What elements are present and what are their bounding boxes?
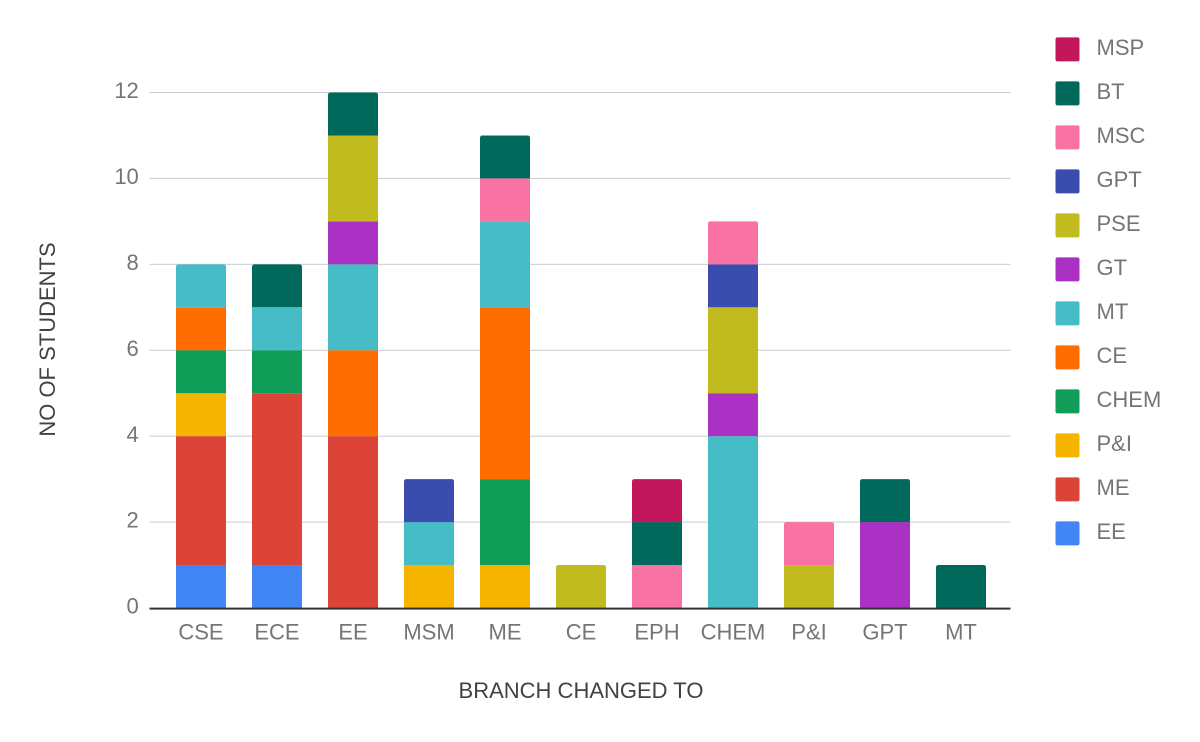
svg-text:GPT: GPT bbox=[862, 620, 907, 645]
svg-text:0: 0 bbox=[127, 594, 139, 619]
svg-text:10: 10 bbox=[114, 164, 138, 189]
svg-text:CHEM: CHEM bbox=[1097, 387, 1162, 412]
svg-text:EE: EE bbox=[1097, 519, 1126, 544]
svg-text:MT: MT bbox=[1097, 299, 1129, 324]
svg-text:CE: CE bbox=[1097, 343, 1128, 368]
svg-text:GT: GT bbox=[1097, 255, 1128, 280]
svg-text:BT: BT bbox=[1097, 79, 1125, 104]
svg-text:CSE: CSE bbox=[178, 620, 223, 645]
svg-text:EPH: EPH bbox=[634, 620, 679, 645]
svg-text:GPT: GPT bbox=[1097, 167, 1142, 192]
svg-text:MT: MT bbox=[945, 620, 977, 645]
svg-text:6: 6 bbox=[127, 336, 139, 361]
svg-text:12: 12 bbox=[114, 78, 138, 103]
svg-text:4: 4 bbox=[127, 422, 139, 447]
svg-text:2: 2 bbox=[127, 508, 139, 533]
svg-text:P&I: P&I bbox=[791, 620, 826, 645]
svg-text:MSP: MSP bbox=[1097, 35, 1145, 60]
svg-text:MSM: MSM bbox=[403, 620, 454, 645]
svg-text:BRANCH CHANGED TO: BRANCH CHANGED TO bbox=[459, 678, 704, 703]
svg-text:ECE: ECE bbox=[254, 620, 299, 645]
svg-text:ME: ME bbox=[489, 620, 522, 645]
svg-text:ME: ME bbox=[1097, 475, 1130, 500]
svg-text:CE: CE bbox=[566, 620, 597, 645]
svg-text:EE: EE bbox=[338, 620, 367, 645]
svg-text:MSC: MSC bbox=[1097, 123, 1146, 148]
svg-text:PSE: PSE bbox=[1097, 211, 1141, 236]
svg-text:8: 8 bbox=[127, 250, 139, 275]
svg-text:P&I: P&I bbox=[1097, 431, 1132, 456]
svg-text:NO OF STUDENTS: NO OF STUDENTS bbox=[35, 242, 60, 436]
svg-text:CHEM: CHEM bbox=[701, 620, 766, 645]
